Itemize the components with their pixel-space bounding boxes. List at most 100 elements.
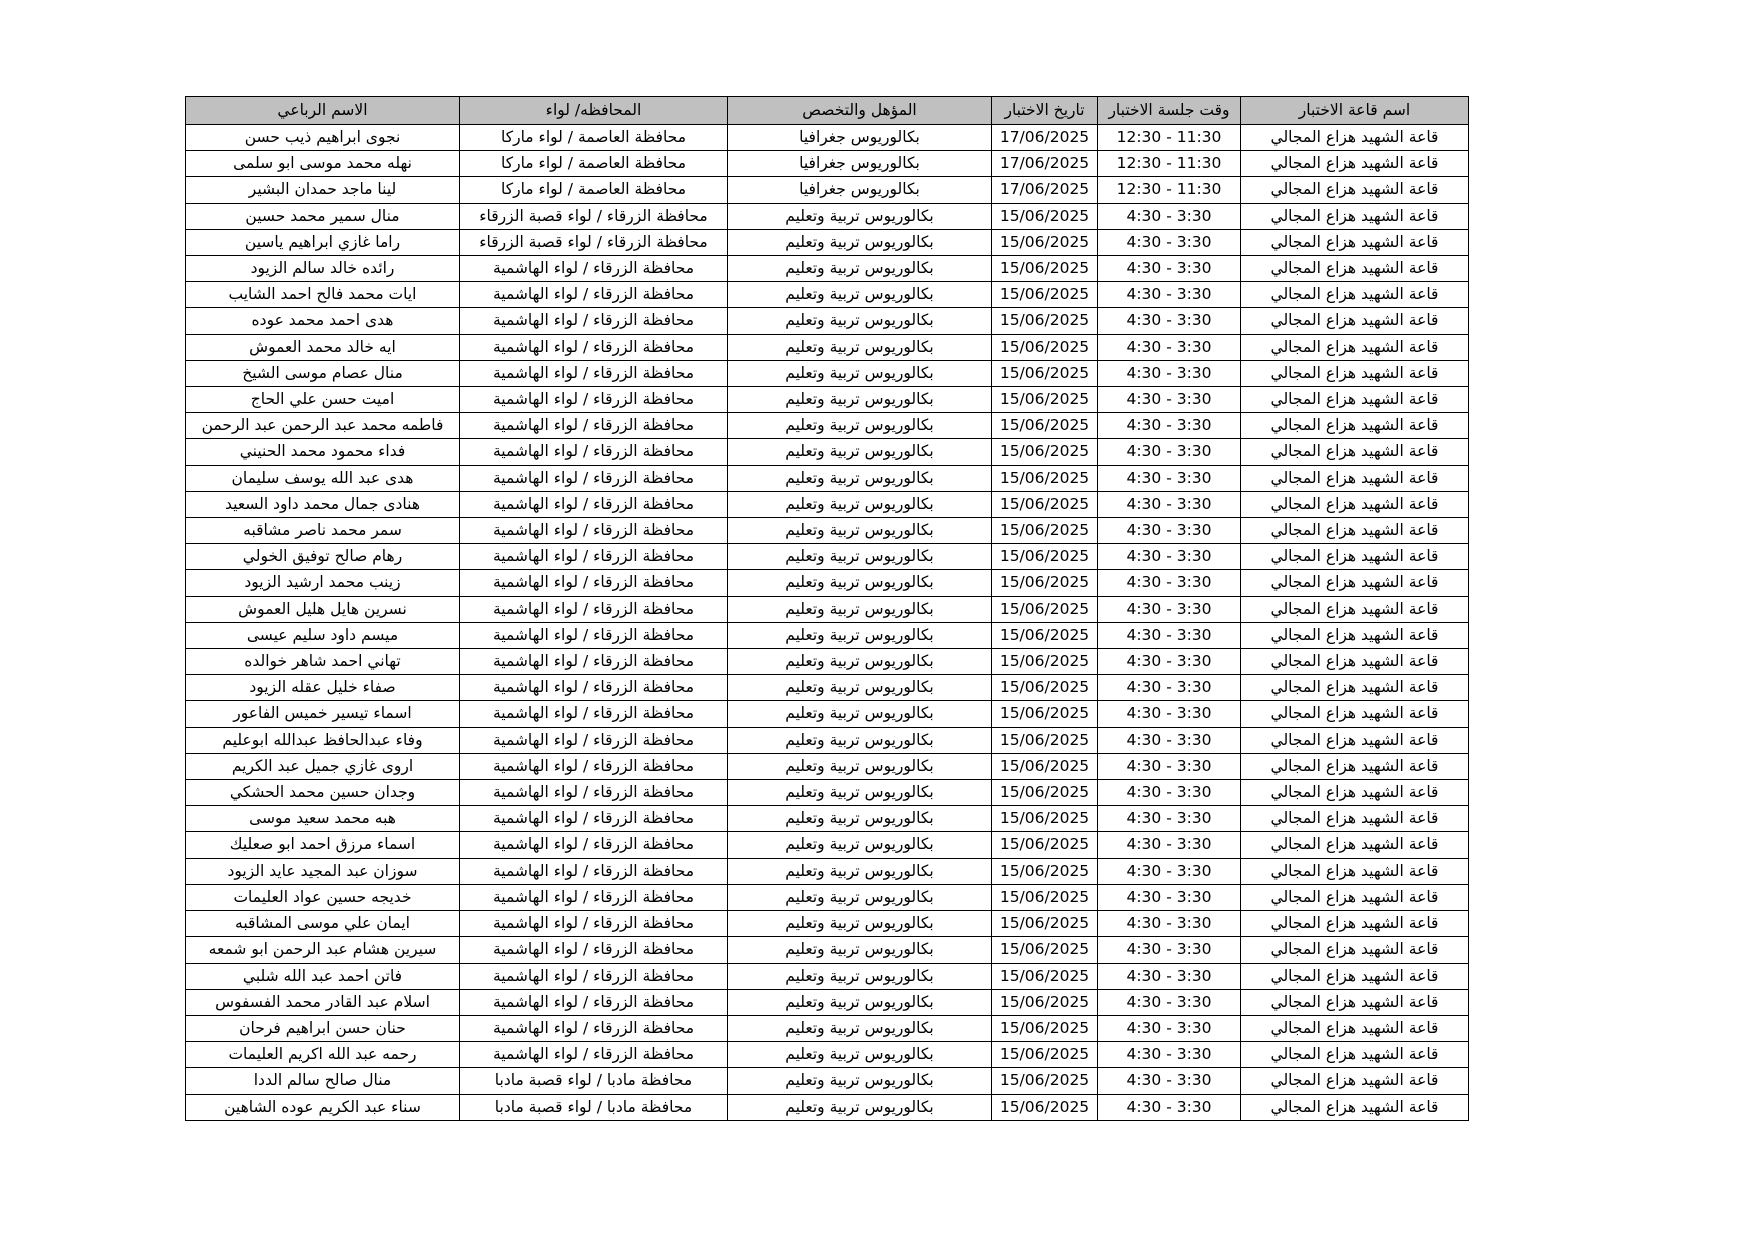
cell-governorate: محافظة الزرقاء / لواء الهاشمية xyxy=(459,988,728,1016)
cell-hall: قاعة الشهيد هزاع المجالي xyxy=(1240,228,1469,257)
cell-hall: قاعة الشهيد هزاع المجالي xyxy=(1240,412,1469,440)
cell-hall: قاعة الشهيد هزاع المجالي xyxy=(1240,805,1469,833)
cell-name: سناء عبد الكريم عوده الشاهين xyxy=(185,1093,460,1121)
table-row: قاعة الشهيد هزاع المجالي 3:30 - 4:30 15/06… xyxy=(185,386,1469,414)
cell-governorate: محافظة العاصمة / لواء ماركا xyxy=(459,150,728,178)
cell-time: 3:30 - 4:30 xyxy=(1097,255,1241,283)
cell-governorate: محافظة الزرقاء / لواء الهاشمية xyxy=(459,805,728,833)
cell-hall: قاعة الشهيد هزاع المجالي xyxy=(1240,569,1469,597)
table-row: قاعة الشهيد هزاع المجالي 3:30 - 4:30 15/06… xyxy=(185,228,1469,257)
cell-governorate: محافظة مادبا / لواء قصبة مادبا xyxy=(459,1093,728,1121)
cell-date: 15/06/2025 xyxy=(991,228,1098,257)
cell-time: 3:30 - 4:30 xyxy=(1097,281,1241,309)
cell-governorate: محافظة الزرقاء / لواء الهاشمية xyxy=(459,595,728,623)
cell-name: سمر محمد ناصر مشاقبه xyxy=(185,517,460,545)
cell-governorate: محافظة الزرقاء / لواء الهاشمية xyxy=(459,490,728,519)
table-row: قاعة الشهيد هزاع المجالي 3:30 - 4:30 15/06… xyxy=(185,936,1469,964)
cell-governorate: محافظة الزرقاء / لواء الهاشمية xyxy=(459,936,728,964)
cell-name: حنان حسن ابراهيم فرحان xyxy=(185,1014,460,1043)
cell-date: 15/06/2025 xyxy=(991,726,1098,754)
cell-time: 11:30 - 12:30 xyxy=(1097,150,1241,178)
cell-hall: قاعة الشهيد هزاع المجالي xyxy=(1240,1093,1469,1121)
cell-name: فاطمه محمد عبد الرحمن عبد الرحمن xyxy=(185,412,460,440)
table-row: قاعة الشهيد هزاع المجالي 3:30 - 4:30 15/06… xyxy=(185,674,1469,702)
cell-hall: قاعة الشهيد هزاع المجالي xyxy=(1240,962,1469,990)
cell-governorate: محافظة الزرقاء / لواء الهاشمية xyxy=(459,386,728,414)
cell-date: 15/06/2025 xyxy=(991,936,1098,964)
table-row: قاعة الشهيد هزاع المجالي 3:30 - 4:30 15/06… xyxy=(185,752,1469,781)
cell-time: 3:30 - 4:30 xyxy=(1097,386,1241,414)
cell-qualification: بكالوريوس تربية وتعليم xyxy=(727,1041,992,1069)
cell-hall: قاعة الشهيد هزاع المجالي xyxy=(1240,752,1469,781)
cell-time: 3:30 - 4:30 xyxy=(1097,910,1241,938)
cell-governorate: محافظة العاصمة / لواء ماركا xyxy=(459,123,728,152)
cell-qualification: بكالوريوس تربية وتعليم xyxy=(727,648,992,676)
cell-date: 15/06/2025 xyxy=(991,438,1098,466)
table-header: اسم قاعة الاختبار وقت جلسة الاختبار تاري… xyxy=(185,96,1469,125)
cell-name: ايه خالد محمد العموش xyxy=(185,333,460,361)
cell-hall: قاعة الشهيد هزاع المجالي xyxy=(1240,150,1469,178)
cell-qualification: بكالوريوس جغرافيا xyxy=(727,176,992,204)
cell-date: 15/06/2025 xyxy=(991,779,1098,807)
cell-date: 15/06/2025 xyxy=(991,202,1098,230)
cell-date: 15/06/2025 xyxy=(991,883,1098,912)
cell-name: سيرين هشام عبد الرحمن ابو شمعه xyxy=(185,936,460,964)
cell-hall: قاعة الشهيد هزاع المجالي xyxy=(1240,386,1469,414)
cell-hall: قاعة الشهيد هزاع المجالي xyxy=(1240,281,1469,309)
table-row: قاعة الشهيد هزاع المجالي 3:30 - 4:30 15/06… xyxy=(185,779,1469,807)
table-row: قاعة الشهيد هزاع المجالي 3:30 - 4:30 15/06… xyxy=(185,883,1469,912)
table-row: قاعة الشهيد هزاع المجالي 3:30 - 4:30 15/06… xyxy=(185,700,1469,728)
cell-date: 15/06/2025 xyxy=(991,910,1098,938)
cell-date: 15/06/2025 xyxy=(991,700,1098,728)
cell-time: 11:30 - 12:30 xyxy=(1097,123,1241,152)
cell-time: 3:30 - 4:30 xyxy=(1097,1041,1241,1069)
column-header-name: الاسم الرباعي xyxy=(185,96,460,125)
cell-name: رحمه عبد الله اكريم العليمات xyxy=(185,1041,460,1069)
table-row: قاعة الشهيد هزاع المجالي 3:30 - 4:30 15/06… xyxy=(185,805,1469,833)
cell-qualification: بكالوريوس تربية وتعليم xyxy=(727,988,992,1016)
table-row: قاعة الشهيد هزاع المجالي 3:30 - 4:30 15/06… xyxy=(185,333,1469,361)
exam-schedule-table: اسم قاعة الاختبار وقت جلسة الاختبار تاري… xyxy=(185,96,1469,1121)
cell-qualification: بكالوريوس تربية وتعليم xyxy=(727,333,992,361)
cell-name: اسماء تيسير خميس الفاعور xyxy=(185,700,460,728)
column-header-time: وقت جلسة الاختبار xyxy=(1097,96,1241,125)
cell-time: 3:30 - 4:30 xyxy=(1097,412,1241,440)
table-row: قاعة الشهيد هزاع المجالي 3:30 - 4:30 15/06… xyxy=(185,464,1469,492)
cell-qualification: بكالوريوس تربية وتعليم xyxy=(727,936,992,964)
cell-qualification: بكالوريوس تربية وتعليم xyxy=(727,1014,992,1043)
cell-qualification: بكالوريوس تربية وتعليم xyxy=(727,779,992,807)
cell-governorate: محافظة الزرقاء / لواء الهاشمية xyxy=(459,517,728,545)
cell-qualification: بكالوريوس تربية وتعليم xyxy=(727,228,992,257)
cell-time: 3:30 - 4:30 xyxy=(1097,962,1241,990)
cell-governorate: محافظة الزرقاء / لواء الهاشمية xyxy=(459,726,728,754)
cell-hall: قاعة الشهيد هزاع المجالي xyxy=(1240,779,1469,807)
cell-time: 3:30 - 4:30 xyxy=(1097,648,1241,676)
cell-name: هنادى جمال محمد داود السعيد xyxy=(185,490,460,519)
table-row: قاعة الشهيد هزاع المجالي 3:30 - 4:30 15/06… xyxy=(185,255,1469,283)
table-row: قاعة الشهيد هزاع المجالي 3:30 - 4:30 15/06… xyxy=(185,621,1469,650)
cell-name: وجدان حسين محمد الحشكي xyxy=(185,779,460,807)
cell-qualification: بكالوريوس تربية وتعليم xyxy=(727,726,992,754)
cell-time: 3:30 - 4:30 xyxy=(1097,1067,1241,1095)
table-row: قاعة الشهيد هزاع المجالي 3:30 - 4:30 15/06… xyxy=(185,412,1469,440)
cell-time: 3:30 - 4:30 xyxy=(1097,805,1241,833)
cell-qualification: بكالوريوس تربية وتعليم xyxy=(727,359,992,388)
cell-name: ميسم داود سليم عيسى xyxy=(185,621,460,650)
cell-hall: قاعة الشهيد هزاع المجالي xyxy=(1240,595,1469,623)
table-row: قاعة الشهيد هزاع المجالي 3:30 - 4:30 15/06… xyxy=(185,490,1469,519)
cell-name: منال عصام موسى الشيخ xyxy=(185,359,460,388)
cell-date: 15/06/2025 xyxy=(991,543,1098,571)
cell-time: 3:30 - 4:30 xyxy=(1097,936,1241,964)
cell-time: 3:30 - 4:30 xyxy=(1097,490,1241,519)
cell-time: 11:30 - 12:30 xyxy=(1097,176,1241,204)
cell-date: 15/06/2025 xyxy=(991,517,1098,545)
cell-name: هدى احمد محمد عوده xyxy=(185,307,460,335)
column-header-governorate: المحافظه/ لواء xyxy=(459,96,728,125)
cell-governorate: محافظة الزرقاء / لواء الهاشمية xyxy=(459,700,728,728)
cell-qualification: بكالوريوس تربية وتعليم xyxy=(727,674,992,702)
cell-hall: قاعة الشهيد هزاع المجالي xyxy=(1240,176,1469,204)
cell-date: 15/06/2025 xyxy=(991,255,1098,283)
cell-qualification: بكالوريوس جغرافيا xyxy=(727,150,992,178)
cell-qualification: بكالوريوس تربية وتعليم xyxy=(727,386,992,414)
cell-time: 3:30 - 4:30 xyxy=(1097,307,1241,335)
